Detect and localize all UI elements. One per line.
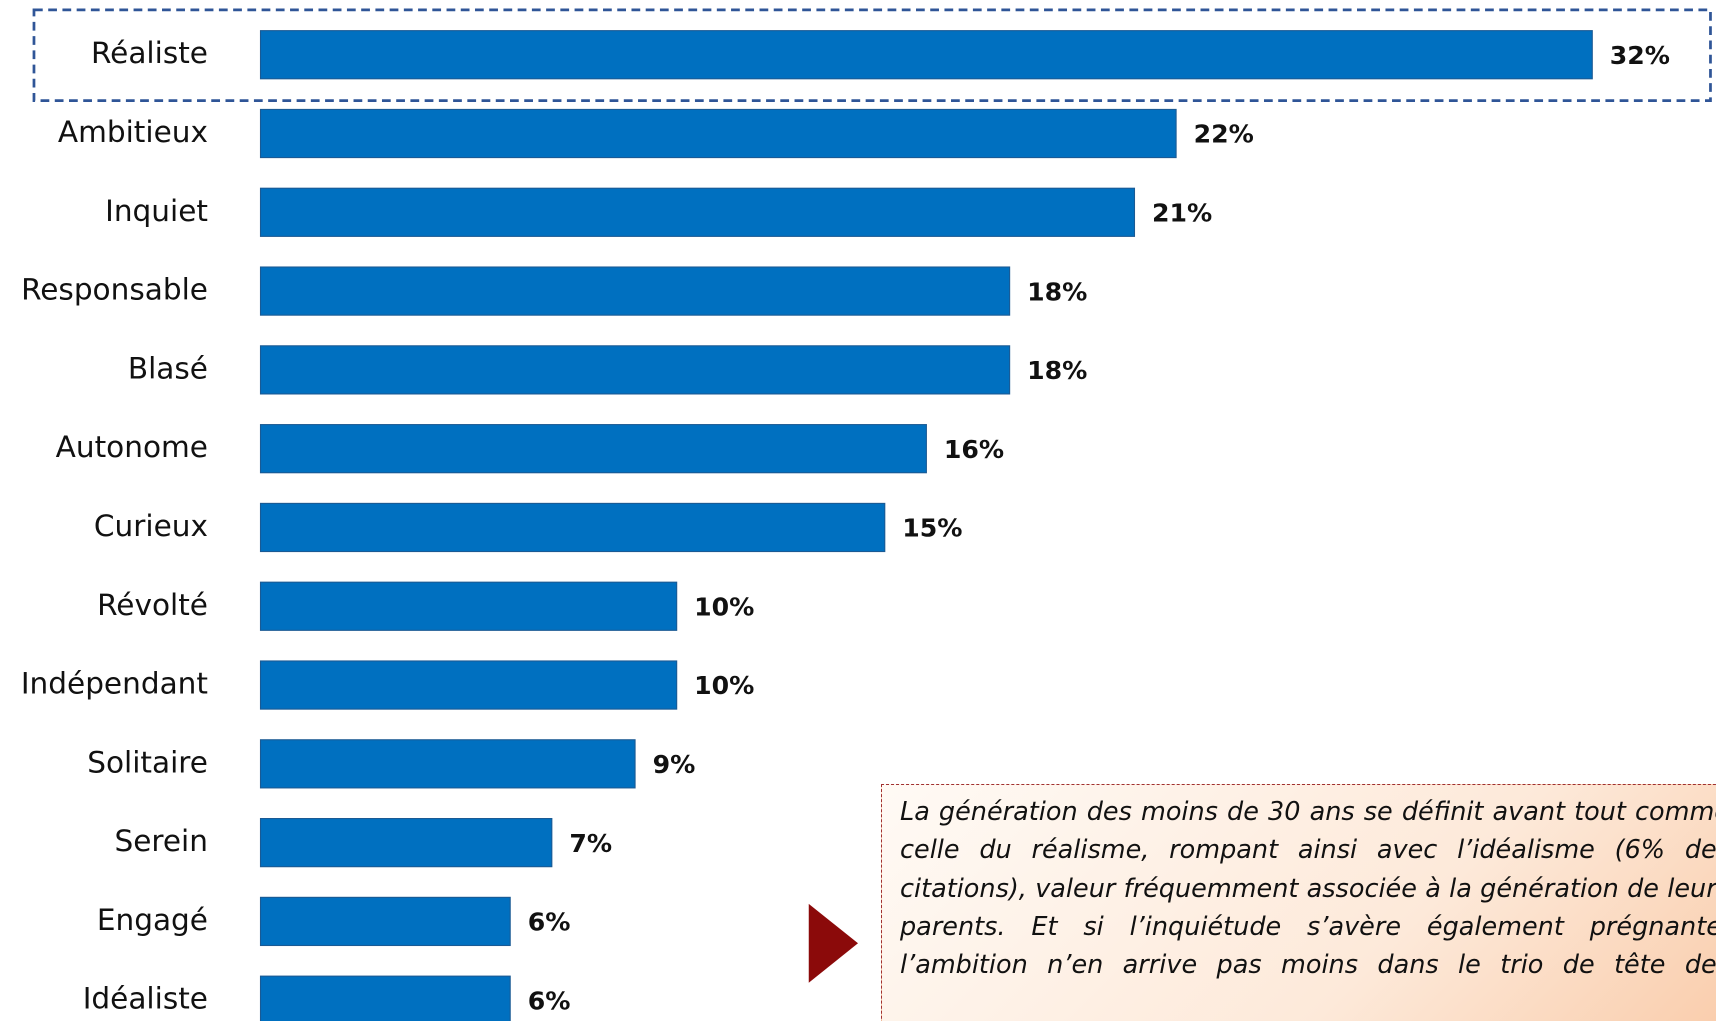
category-label: Blasé: [128, 351, 208, 385]
value-label: 32%: [1610, 41, 1670, 70]
value-label: 6%: [528, 908, 571, 937]
value-label: 21%: [1152, 198, 1212, 227]
value-label: 18%: [1027, 277, 1087, 306]
category-label: Ambitieux: [58, 115, 208, 149]
bar: [259, 108, 1177, 159]
bar: [259, 739, 636, 789]
value-label: 22%: [1194, 120, 1254, 149]
arrow-marker: [808, 903, 858, 983]
category-label: Curieux: [94, 509, 208, 543]
category-label: Engagé: [97, 903, 208, 937]
annotation-box: La génération des moins de 30 ans se déf…: [881, 784, 1716, 1021]
bar: [259, 266, 1011, 316]
value-label: 10%: [694, 671, 754, 700]
category-label: Révolté: [97, 588, 208, 622]
value-label: 15%: [902, 514, 962, 543]
bar: [259, 896, 511, 947]
value-label: 9%: [653, 750, 696, 779]
value-label: 7%: [569, 829, 612, 858]
bar: [259, 660, 678, 710]
annotation: La génération des moins de 30 ans se déf…: [900, 797, 1716, 981]
value-label: 10%: [694, 592, 754, 621]
category-label: Réaliste: [91, 36, 208, 70]
category-label: Indépendant: [21, 667, 208, 701]
highlight-box: [32, 8, 1712, 103]
bar: [259, 30, 1593, 80]
category-label: Inquiet: [105, 194, 208, 228]
category-label: Autonome: [56, 430, 208, 464]
bar: [259, 187, 1136, 237]
bar: [259, 818, 553, 868]
value-label: 16%: [944, 435, 1004, 464]
category-label: Responsable: [21, 273, 208, 307]
bar: [259, 581, 678, 631]
value-label: 18%: [1027, 356, 1087, 385]
category-label: Idéaliste: [83, 982, 208, 1016]
bar: [259, 424, 927, 474]
category-label: Solitaire: [87, 745, 208, 779]
bar: [259, 975, 511, 1021]
bar: [259, 345, 1011, 395]
bar: [259, 502, 886, 553]
value-label: 6%: [528, 986, 571, 1015]
category-label: Serein: [114, 824, 207, 858]
